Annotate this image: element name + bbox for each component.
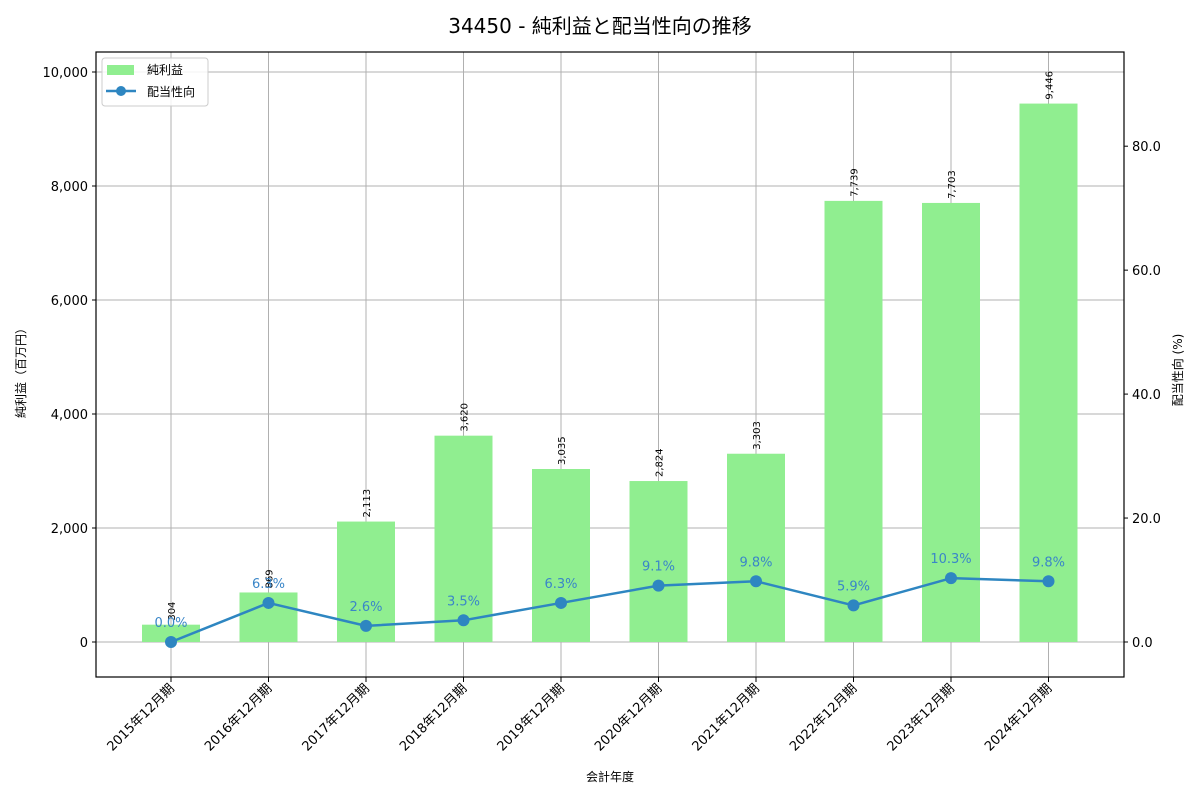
line-point-marker [262,596,275,609]
line-point-marker [360,619,372,632]
line-value-label: 6.3% [544,577,577,592]
bar-value-label: 2,113 [362,489,373,518]
right-y-axis-label: 配当性向 (%) [1170,334,1185,407]
x-tick-label: 2017年12月期 [300,681,373,754]
bar-value-labels: 304 869 2,113 3,620 3,035 2,824 3,303 7,739 7,70… [167,71,1056,621]
line-point-marker [750,575,762,588]
left-y-axis: 0 2,000 4,000 6,000 8,000 10,000 [43,66,96,651]
line-point-marker [165,635,177,648]
bar-3 [434,435,493,643]
x-tick-label: 2021年12月期 [690,681,763,754]
left-y-tick-label: 2,000 [51,522,88,537]
bar-series-net-income [142,103,1078,643]
x-tick-label: 2020年12月期 [592,681,665,754]
line-value-label: 5.9% [837,579,870,594]
line-point-marker [945,572,957,585]
line-value-label: 6.3% [252,577,285,592]
x-tick-label: 2024年12月期 [982,681,1055,754]
bar-value-label: 3,303 [752,421,763,450]
left-y-axis-label: 純利益（百万円） [14,322,28,418]
bar-value-label: 3,620 [460,403,471,432]
legend: 純利益 配当性向 [101,57,209,107]
left-y-tick-label: 4,000 [51,408,88,423]
bar-value-label: 304 [167,602,178,621]
left-y-tick-label: 6,000 [51,294,88,309]
line-value-label: 9.8% [739,555,772,570]
line-point-marker [555,596,567,609]
legend-marker-icon [116,86,126,96]
bar-8 [922,202,980,643]
line-point-marker [847,599,860,612]
bar-value-label: 7,739 [850,168,861,197]
x-tick-label: 2019年12月期 [495,681,568,754]
bar-value-label: 3,035 [557,436,568,465]
left-y-tick-label: 10,000 [43,66,89,81]
bar-6 [727,453,785,643]
bar-value-label: 869 [265,569,276,588]
line-series-payout-ratio [165,572,1055,648]
left-y-tick-label: 8,000 [51,180,88,195]
chart-title: 34450 - 純利益と配当性向の推移 [448,14,752,38]
line-value-label: 3.5% [447,594,480,609]
line-value-label: 10.3% [930,552,971,567]
line-value-labels: 0.0% 6.3% 2.6% 3.5% 6.3% 9.1% 9.8% 5.9% 10.3% 9.8… [154,552,1065,631]
bar-0 [142,624,200,643]
x-tick-label: 2023年12月期 [885,681,958,754]
line-value-label: 9.8% [1032,555,1065,570]
bar-4 [532,469,590,643]
x-tick-label: 2016年12月期 [202,681,275,754]
x-tick-label: 2018年12月期 [397,681,470,754]
x-axis-label: 会計年度 [586,769,634,784]
legend-label-net-income: 純利益 [147,63,183,77]
x-tick-label: 2015年12月期 [105,681,178,754]
bar-5 [629,481,688,643]
x-tick-label: 2022年12月期 [787,681,860,754]
right-y-tick-label: 0.0 [1132,636,1153,651]
right-y-axis: 0.0 20.0 40.0 60.0 80.0 [1124,140,1161,651]
line-value-label: 9.1% [642,560,675,575]
legend-swatch-bar [107,65,134,75]
line-value-label: 2.6% [349,600,382,615]
line-point-marker [652,579,665,592]
right-y-tick-label: 20.0 [1132,512,1161,527]
line-point-marker [1042,575,1055,588]
right-y-tick-label: 40.0 [1132,388,1161,403]
bar-9 [1019,103,1078,643]
line-point-marker [457,614,470,627]
right-y-tick-label: 80.0 [1132,140,1161,155]
bar-value-label: 7,703 [947,170,958,199]
plot-frame [95,51,1125,678]
x-axis: 2015年12月期 2016年12月期 2017年12月期 2018年12月期 2019… [105,677,1055,755]
bar-7 [824,200,883,643]
bar-value-label: 2,824 [655,448,666,477]
left-y-tick-label: 0 [80,636,88,651]
line-value-label: 0.0% [154,616,187,631]
legend-label-payout-ratio: 配当性向 [147,84,195,99]
bar-value-label: 9,446 [1045,71,1056,100]
right-y-tick-label: 60.0 [1132,264,1161,279]
